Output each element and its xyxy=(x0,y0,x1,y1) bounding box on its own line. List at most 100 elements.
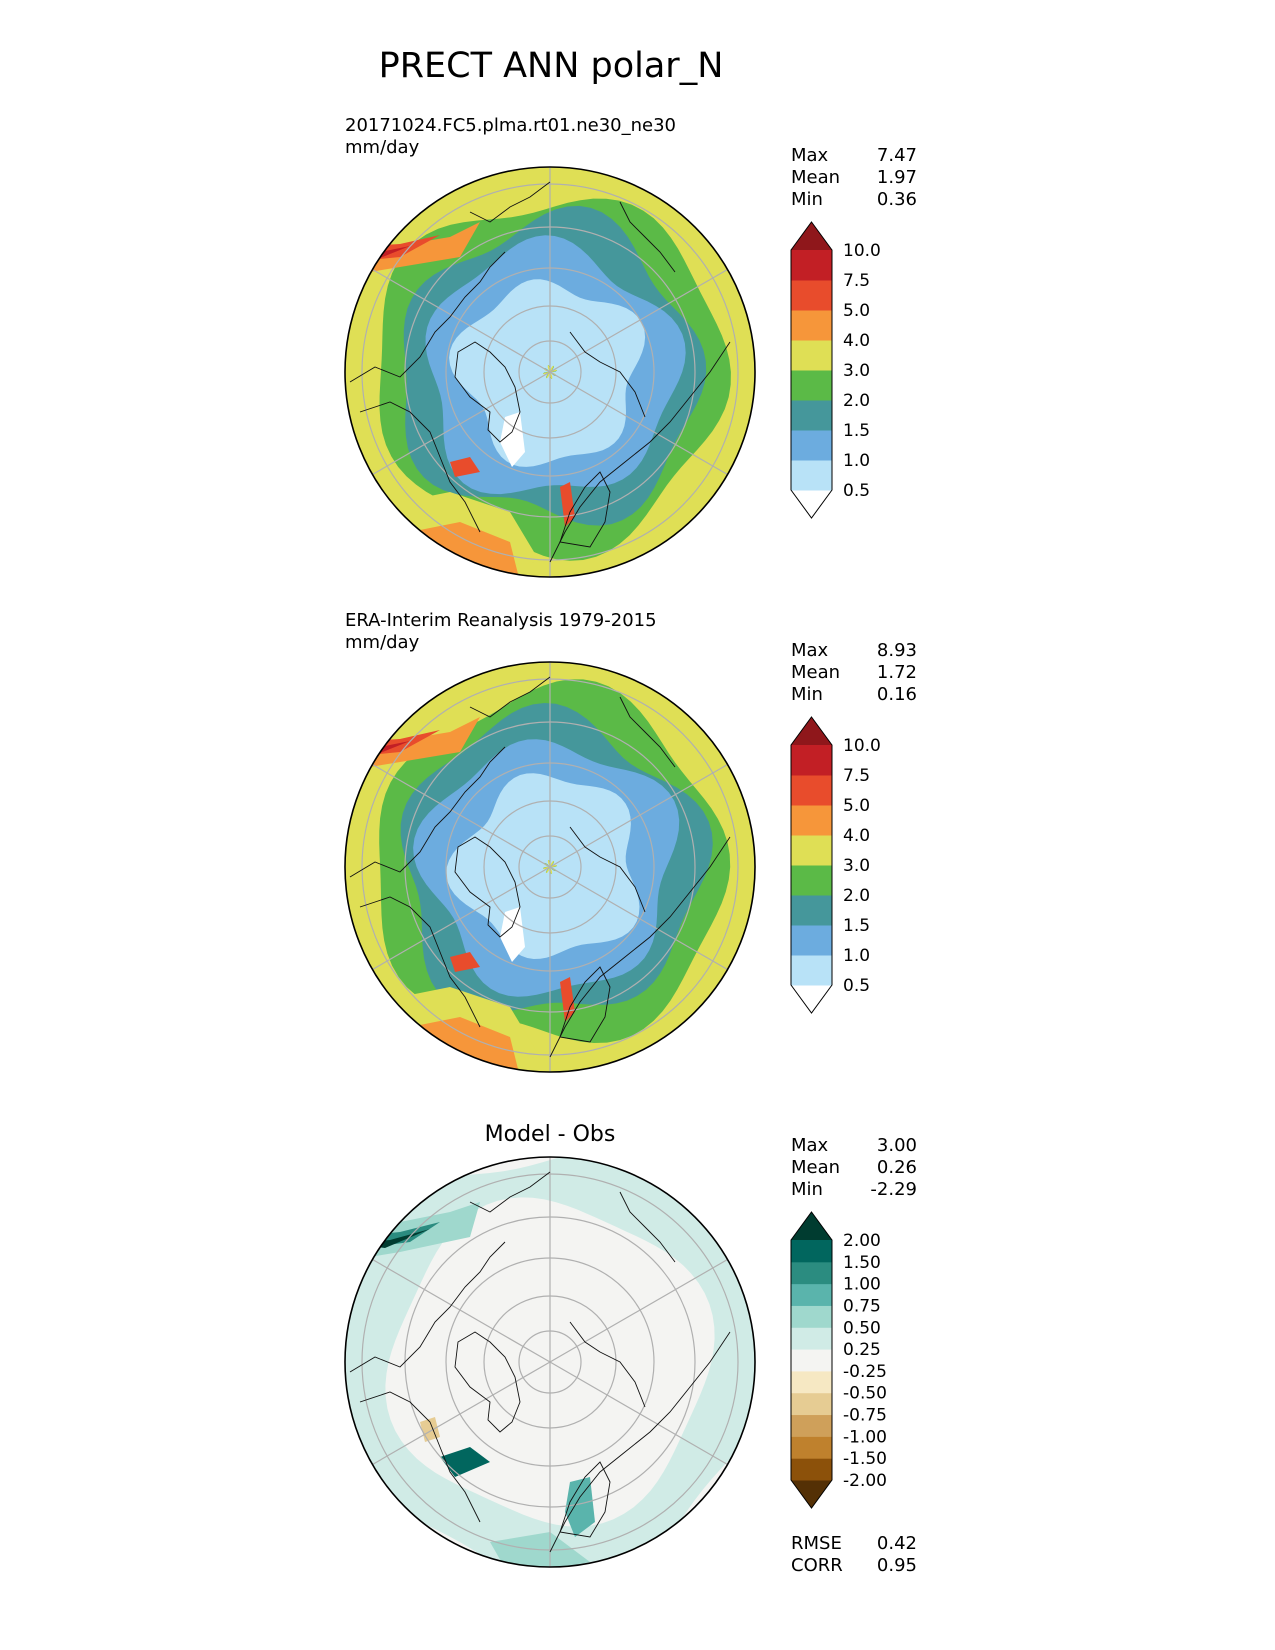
colorbar-tick-label: 4.0 xyxy=(843,826,870,846)
colorbar-swatch xyxy=(791,1436,832,1459)
meridian-line xyxy=(372,1258,551,1363)
polar-map-diff xyxy=(344,1156,756,1568)
meridian-line xyxy=(372,371,551,476)
panel-model: 20171024.FC5.plma.rt01.ne30_ne30 mm/day … xyxy=(344,115,917,578)
stat-label: Max xyxy=(791,1135,829,1156)
meridian-line xyxy=(549,371,728,476)
colorbar-swatch xyxy=(791,895,832,926)
stat-value: 0.26 xyxy=(877,1157,917,1178)
metric-value: 0.95 xyxy=(877,1555,917,1576)
meridian-line xyxy=(372,763,551,868)
coastlines xyxy=(349,181,731,563)
colorbar-diff: -2.00-1.50-1.00-0.75-0.50-0.250.250.500.… xyxy=(790,1211,887,1509)
colorbar-swatch xyxy=(791,280,832,311)
colorbar-tick-label: 4.0 xyxy=(843,331,870,351)
colorbar-tick-label: 0.5 xyxy=(843,976,870,996)
coastline-alaska xyxy=(469,1171,551,1213)
colorbar-swatch xyxy=(791,310,832,341)
map-field xyxy=(345,662,755,1072)
stats-diff: Max 3.00 Mean 0.26 Min -2.29 xyxy=(791,1135,917,1200)
colorbar-model: 0.5 1.0 1.5 2.0 3.0 4.0 5.0 7.5 10.0 xyxy=(790,221,881,519)
colorbar-swatch xyxy=(791,925,832,956)
map-boundary xyxy=(344,166,756,578)
colorbar-swatch xyxy=(791,1414,832,1437)
colorbar-tick-label: 0.25 xyxy=(843,1340,881,1360)
stats-model: Max 7.47 Mean 1.97 Min 0.36 xyxy=(791,145,917,210)
field-band-0_5-1 xyxy=(446,773,640,959)
colorbar-tick-label: 7.5 xyxy=(843,271,870,291)
colorbar-obs: 0.5 1.0 1.5 2.0 3.0 4.0 5.0 7.5 10.0 xyxy=(790,716,881,1014)
stat-value: -2.29 xyxy=(870,1179,917,1200)
field-storm-track-atlantic-max xyxy=(450,457,480,477)
colorbar-swatch xyxy=(791,805,832,836)
panel-obs-title: ERA-Interim Reanalysis 1979-2015 xyxy=(345,610,657,631)
colorbar-tick-label: 1.5 xyxy=(843,421,870,441)
colorbar-tick-label: 3.0 xyxy=(843,361,870,381)
metric-value: 0.42 xyxy=(877,1533,917,1554)
colorbar-tick-label: -1.00 xyxy=(843,1427,887,1447)
colorbar-tick-label: 2.0 xyxy=(843,391,870,411)
colorbar-swatch xyxy=(791,430,832,461)
stat-label: Max xyxy=(791,640,829,661)
map-boundary xyxy=(344,1156,756,1568)
colorbar-tick-label: 1.5 xyxy=(843,916,870,936)
panel-model-units: mm/day xyxy=(345,137,420,158)
colorbar-tick-label: 0.50 xyxy=(843,1318,881,1338)
colorbar-swatch xyxy=(791,1392,832,1416)
colorbar-tick-label: -0.50 xyxy=(843,1384,887,1404)
field-band-lt-0_5 xyxy=(500,412,525,467)
coastline-kamchatka xyxy=(619,201,676,273)
colorbar-tick-label: -2.00 xyxy=(843,1471,887,1491)
graticule xyxy=(361,662,739,1072)
stat-label: Mean xyxy=(791,167,840,188)
colorbar-tick-label: 5.0 xyxy=(843,301,870,321)
field-storm-track-atlantic-max xyxy=(450,952,480,972)
colorbar-swatch xyxy=(791,250,832,281)
stat-value: 0.36 xyxy=(877,189,917,210)
colorbar-tick-label: 3.0 xyxy=(843,856,870,876)
map-boundary xyxy=(344,661,756,1073)
colorbar-extend-min xyxy=(791,985,832,1013)
colorbar-swatch xyxy=(791,1458,832,1481)
colorbar-swatch xyxy=(791,1349,832,1372)
panel-diff: Model - Obs Max 3.00 Mean 0.26 Min -2.29… xyxy=(344,1122,917,1576)
colorbar-tick-label: -0.75 xyxy=(843,1406,887,1426)
colorbar-tick-label: 7.5 xyxy=(843,766,870,786)
coastline-greenland xyxy=(454,341,521,443)
colorbar-swatch xyxy=(791,835,832,866)
map-field xyxy=(345,1157,755,1567)
colorbar-swatch xyxy=(791,1305,832,1328)
panel-model-title: 20171024.FC5.plma.rt01.ne30_ne30 xyxy=(345,115,676,136)
colorbar-tick-label: 10.0 xyxy=(843,736,881,756)
stat-label: Mean xyxy=(791,662,840,683)
colorbar-swatch xyxy=(791,1370,832,1394)
meridian-line xyxy=(549,1258,728,1363)
panel-obs: ERA-Interim Reanalysis 1979-2015 mm/day … xyxy=(344,610,917,1073)
stat-label: Min xyxy=(791,1179,823,1200)
figure-title: PRECT ANN polar_N xyxy=(379,46,724,86)
colorbar-tick-label: 0.5 xyxy=(843,481,870,501)
colorbar-swatch xyxy=(791,745,832,776)
colorbar-extend-max xyxy=(791,222,832,250)
polar-map-obs xyxy=(344,661,756,1073)
colorbar-swatch xyxy=(791,955,832,986)
colorbar-tick-label: -0.25 xyxy=(843,1362,887,1382)
stat-value: 1.72 xyxy=(877,662,917,683)
coastline-greenland xyxy=(454,836,521,938)
coastline-scandinavia xyxy=(559,471,611,548)
meridian-line xyxy=(372,866,551,971)
field-diff-norway xyxy=(565,1477,595,1537)
metric-label: RMSE xyxy=(791,1533,842,1554)
stat-label: Min xyxy=(791,684,823,705)
metrics-diff: RMSE 0.42 CORR 0.95 xyxy=(791,1533,917,1576)
coastline-eurasia xyxy=(549,1331,731,1553)
colorbar-swatch xyxy=(791,370,832,401)
metric-label: CORR xyxy=(791,1555,843,1576)
meridian-line xyxy=(549,268,728,373)
coastline-scandinavia xyxy=(559,966,611,1043)
colorbar-tick-label: -1.50 xyxy=(843,1449,887,1469)
panel-diff-title: Model - Obs xyxy=(485,1122,616,1147)
colorbar-tick-label: 1.0 xyxy=(843,451,870,471)
coastline-greenland xyxy=(454,1331,521,1433)
